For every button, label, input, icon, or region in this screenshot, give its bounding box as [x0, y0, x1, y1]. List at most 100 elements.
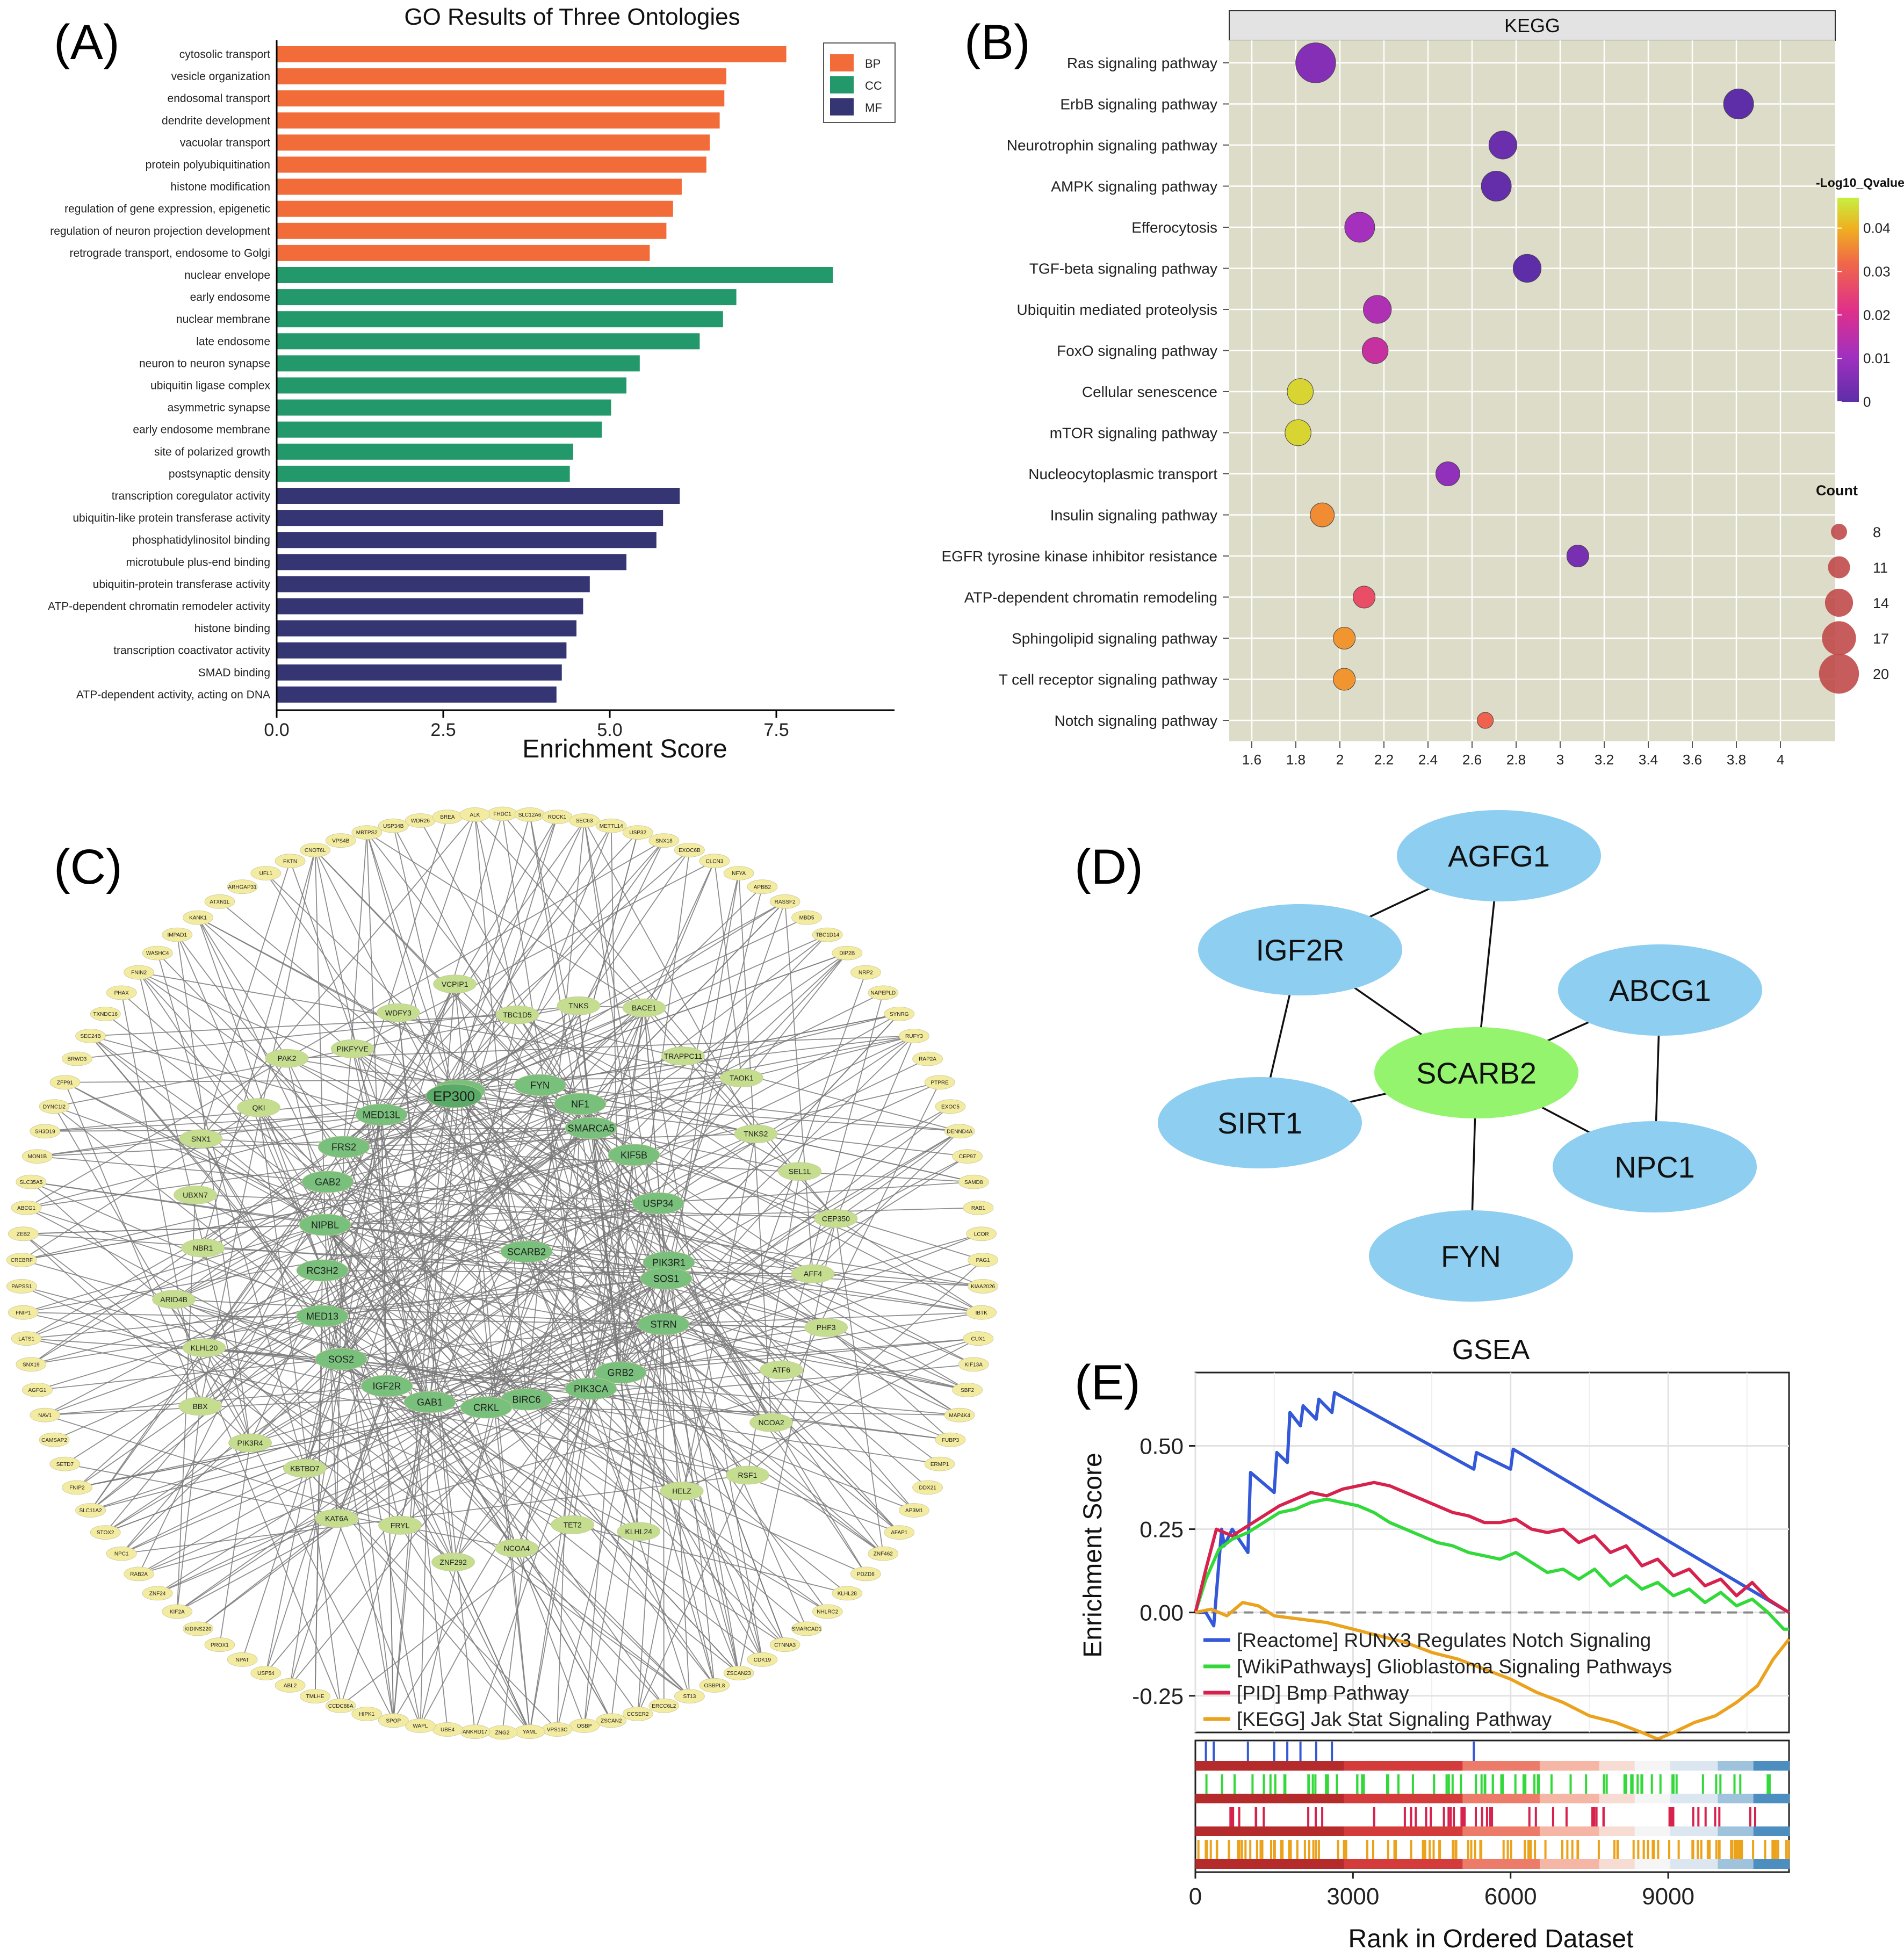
gsea-rank-heat-segment	[1670, 1859, 1719, 1869]
go-bar-site-of-polarized-growth	[277, 443, 573, 460]
network-edge	[322, 1316, 530, 1732]
count-legend-dot	[1828, 556, 1850, 579]
network-node-label: WDFY3	[385, 1008, 412, 1017]
go-bar-cytosolic-transport	[277, 46, 787, 62]
network-node-fyn	[514, 1074, 566, 1096]
network-node-label: NHLRC2	[817, 1609, 838, 1615]
go-category-label: endosomal transport	[168, 92, 271, 105]
network-edge	[21, 1107, 259, 1261]
kegg-dot-efferocytosis	[1344, 212, 1375, 243]
gsea-rank-heat-segment	[1195, 1826, 1345, 1836]
network-edge	[393, 826, 455, 1096]
network-edge	[459, 1090, 639, 1532]
gsea-grid	[1194, 1373, 1789, 1732]
network-node-kif2a	[162, 1604, 193, 1619]
network-node-hipk1	[351, 1706, 383, 1721]
network-node-label: FUBP3	[942, 1438, 960, 1443]
go-category-label: vacuolar transport	[180, 136, 270, 149]
network-node-label: GAB2	[315, 1177, 341, 1188]
network-edge	[714, 861, 742, 1078]
network-edge	[26, 1278, 667, 1339]
network-node-kbtbd7	[283, 1458, 327, 1478]
network-edge	[322, 1278, 667, 1317]
panel-label-a: (A)	[54, 15, 120, 70]
kegg-pathway-label: Insulin signaling pathway	[1050, 507, 1217, 524]
network-edge	[663, 1324, 665, 1706]
network-node-label: EXOC5	[941, 1104, 960, 1110]
network-edge	[341, 1359, 665, 1706]
gsea-rank-heat-segment	[1670, 1826, 1719, 1836]
network-node-cep350	[814, 1209, 858, 1228]
go-x-tick-label: 2.5	[430, 720, 456, 740]
network-node-zeb2	[8, 1226, 39, 1241]
network-node-pak2	[265, 1049, 309, 1068]
kegg-x-tick-label: 3.4	[1639, 752, 1658, 768]
kegg-dot-notch-signaling-pathway	[1477, 712, 1494, 729]
network-node-spop	[378, 1713, 409, 1728]
gsea-title: GSEA	[1452, 1334, 1530, 1366]
network-node-tet2	[551, 1515, 595, 1534]
network-edge	[21, 1259, 527, 1400]
network-edge	[366, 832, 455, 1096]
network-node-label: WDR26	[411, 818, 430, 824]
network-edge	[620, 1372, 884, 1554]
network-node-znf24	[142, 1586, 173, 1601]
network-edge	[341, 1359, 951, 1441]
network-edge	[590, 1128, 800, 1172]
kegg-pathway-label: Efferocytosis	[1131, 219, 1217, 236]
network-edge	[322, 1270, 638, 1714]
go-category-label: regulation of neuron projection developm…	[50, 225, 270, 237]
network-node-slc35a5	[16, 1174, 47, 1189]
network-node-label: DYNC1I2	[43, 1104, 66, 1110]
count-legend-label: 17	[1873, 631, 1889, 647]
network-node-label: ATF6	[773, 1366, 790, 1374]
kegg-x-tick-label: 3.6	[1683, 752, 1702, 768]
subnetwork-node-label: SIRT1	[1217, 1106, 1302, 1140]
network-node-label: PROX1	[211, 1642, 229, 1648]
kegg-dot-tgf-beta-signaling-pathway	[1512, 254, 1542, 283]
network-edge	[420, 1251, 527, 1726]
network-node-nhlrc2	[812, 1604, 843, 1619]
network-node-clcn3	[699, 854, 730, 869]
network-node-sel1l	[778, 1162, 822, 1181]
gsea-rank-heat-segment	[1718, 1859, 1754, 1869]
network-edge	[23, 1224, 326, 1234]
count-legend-dot	[1819, 653, 1859, 694]
network-edge	[459, 1007, 645, 1091]
network-edge	[366, 832, 645, 1008]
network-node-label: ZNF292	[439, 1558, 467, 1566]
network-edge	[314, 850, 430, 1403]
go-bar-ubiquitin-like-protein-transferase-activity	[277, 510, 663, 526]
network-edge	[121, 1475, 748, 1554]
network-node-label: VPS4B	[332, 838, 350, 844]
network-edge	[174, 1299, 690, 1697]
gsea-rank-heat-segment	[1462, 1761, 1540, 1771]
network-node-txndc16	[90, 1007, 121, 1021]
network-node-label: CCDC88A	[328, 1703, 354, 1709]
network-node-label: NFYA	[732, 871, 746, 877]
network-edge	[322, 1085, 540, 1271]
network-node-label: PIK3CA	[574, 1384, 608, 1395]
network-node-label: ZSCAN2	[601, 1718, 622, 1724]
network-node-scarb2	[500, 1240, 553, 1263]
count-legend-label: 20	[1873, 666, 1889, 682]
network-node-label: USP34B	[383, 824, 404, 829]
network-node-ercc6l2	[648, 1698, 680, 1713]
network-node-grb2	[594, 1361, 647, 1384]
network-node-label: ZNF24	[149, 1591, 166, 1597]
network-node-label: TNKS2	[744, 1130, 768, 1138]
go-bar-ubiquitin-protein-transferase-activity	[277, 576, 590, 593]
network-node-label: SEC24B	[80, 1034, 101, 1039]
network-edge	[21, 1128, 592, 1261]
kegg-dot-sphingolipid-signaling-pathway	[1333, 626, 1356, 650]
network-edge	[572, 1154, 634, 1525]
network-edge	[265, 1203, 659, 1674]
network-node-kank1	[183, 910, 213, 925]
network-edge	[381, 1114, 394, 1721]
network-edge	[343, 1146, 884, 1554]
network-node-label: METTL14	[600, 824, 623, 829]
network-edge	[663, 1324, 826, 1328]
network-node-cux1	[963, 1331, 994, 1346]
network-node-label: EXOC6B	[679, 848, 701, 854]
network-node-usp34b	[378, 818, 409, 833]
